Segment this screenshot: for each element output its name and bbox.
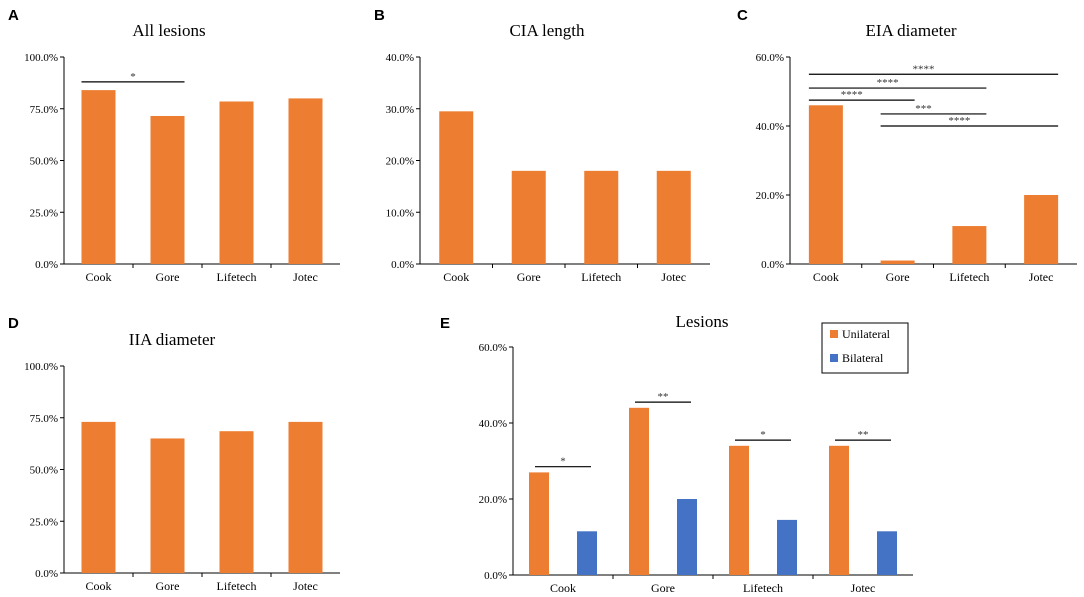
x-tick-label-c-lifetech: Lifetech [949, 270, 989, 284]
x-tick-label-e-jotec: Jotec [851, 581, 876, 595]
x-tick-label-c-cook: Cook [813, 270, 839, 284]
panel-c: C EIA diameter 0.0% 20.0% 40.0% 60.0% Cook Gore… [737, 7, 1077, 284]
legend-swatch-unilateral [830, 330, 838, 338]
x-tick-label-c-jotec: Jotec [1029, 270, 1054, 284]
y-tick-label-e: 0.0% [484, 570, 507, 582]
x-tick-label-d-lifetech: Lifetech [217, 579, 257, 593]
chart-title-b: CIA length [509, 21, 585, 40]
bar-c-gore [880, 260, 915, 264]
legend-label-unilateral: Unilateral [842, 327, 891, 341]
y-tick-label-d: 25.0% [30, 516, 58, 528]
legend-label-bilateral: Bilateral [842, 351, 884, 365]
x-tick-label-a-gore: Gore [156, 270, 180, 284]
bar-e-unilateral-jotec [829, 445, 849, 575]
significance-label-c: **** [841, 89, 863, 101]
panel-letter-d: D [8, 315, 19, 332]
x-tick-label-b-gore: Gore [517, 270, 541, 284]
y-tick-label-e: 20.0% [479, 494, 507, 506]
panel-letter-a: A [8, 7, 19, 24]
legend-swatch-bilateral [830, 354, 838, 362]
bar-d-cook [81, 421, 116, 573]
y-tick-label-d: 75.0% [30, 413, 58, 425]
panel-letter-c: C [737, 7, 748, 24]
bar-a-cook [81, 90, 116, 265]
x-tick-label-d-jotec: Jotec [293, 579, 318, 593]
y-tick-label-c: 0.0% [761, 259, 784, 271]
panel-a: A All lesions 0.0% 25.0% 50.0% 75.0% 100.0% Coo… [8, 7, 340, 284]
bar-a-gore [150, 115, 185, 265]
y-tick-label-a: 0.0% [35, 259, 58, 271]
significance-label-c: *** [915, 103, 932, 115]
x-tick-label-d-gore: Gore [156, 579, 180, 593]
x-tick-label-a-jotec: Jotec [293, 270, 318, 284]
x-tick-label-e-lifetech: Lifetech [743, 581, 783, 595]
x-tick-label-d-cook: Cook [85, 579, 111, 593]
bar-d-gore [150, 438, 185, 573]
y-tick-label-b: 10.0% [386, 207, 414, 219]
bar-b-cook [439, 111, 474, 265]
bar-d-jotec [288, 421, 323, 573]
bar-c-lifetech [952, 226, 987, 264]
bar-e-bilateral-gore [677, 499, 697, 575]
y-tick-label-b: 0.0% [391, 259, 414, 271]
bar-e-unilateral-gore [629, 407, 649, 575]
panel-d: D IIA diameter 0.0% 25.0% 50.0% 75.0% 100.0% Co… [8, 315, 340, 593]
x-tick-label-c-gore: Gore [886, 270, 910, 284]
chart-title-d: IIA diameter [129, 330, 216, 349]
y-tick-label-d: 0.0% [35, 568, 58, 580]
significance-label-a: * [130, 71, 136, 83]
bar-a-lifetech [219, 101, 254, 264]
y-tick-label-a: 75.0% [30, 104, 58, 116]
bar-a-jotec [288, 98, 323, 265]
x-tick-label-b-lifetech: Lifetech [581, 270, 621, 284]
significance-label-e: * [560, 456, 566, 468]
y-tick-label-a: 25.0% [30, 207, 58, 219]
significance-label-e: * [760, 429, 766, 441]
y-tick-label-c: 20.0% [756, 190, 784, 202]
panel-b: B CIA length 0.0% 10.0% 20.0% 30.0% 40.0% Cook G… [374, 7, 710, 284]
x-tick-label-b-jotec: Jotec [661, 270, 686, 284]
panel-letter-b: B [374, 7, 385, 24]
y-tick-label-b: 30.0% [386, 104, 414, 116]
significance-label-c: **** [948, 115, 970, 127]
y-tick-label-e: 60.0% [479, 342, 507, 354]
chart-title-e: Lesions [676, 312, 729, 331]
significance-label-c: **** [877, 77, 899, 89]
panel-letter-e: E [440, 315, 450, 332]
x-tick-label-b-cook: Cook [443, 270, 469, 284]
bar-e-unilateral-lifetech [729, 445, 749, 575]
bar-e-bilateral-jotec [877, 531, 897, 575]
legend: Unilateral Bilateral [821, 322, 909, 374]
bar-c-jotec [1024, 195, 1059, 264]
panel-e: E Lesions 0.0% 20.0% 40.0% 60.0% Cook Gore Lifet… [440, 312, 913, 595]
bar-c-cook [808, 105, 843, 264]
x-tick-label-e-gore: Gore [651, 581, 675, 595]
y-tick-label-d: 100.0% [24, 361, 58, 373]
significance-label-e: ** [858, 429, 869, 441]
y-tick-label-b: 20.0% [386, 156, 414, 168]
chart-title-a: All lesions [132, 21, 205, 40]
y-tick-label-d: 50.0% [30, 465, 58, 477]
bar-b-lifetech [584, 170, 619, 264]
bar-b-jotec [656, 170, 691, 264]
bar-b-gore [511, 170, 546, 264]
y-tick-label-a: 50.0% [30, 156, 58, 168]
significance-label-c: **** [913, 63, 935, 75]
y-tick-label-a: 100.0% [24, 52, 58, 64]
bar-e-bilateral-lifetech [777, 519, 797, 575]
bar-e-unilateral-cook [529, 472, 549, 575]
x-tick-label-a-lifetech: Lifetech [217, 270, 257, 284]
bar-d-lifetech [219, 431, 254, 573]
y-tick-label-b: 40.0% [386, 52, 414, 64]
y-tick-label-c: 60.0% [756, 52, 784, 64]
y-tick-label-e: 40.0% [479, 418, 507, 430]
x-tick-label-a-cook: Cook [85, 270, 111, 284]
significance-label-e: ** [658, 391, 669, 403]
chart-title-c: EIA diameter [865, 21, 956, 40]
bar-e-bilateral-cook [577, 531, 597, 575]
x-tick-label-e-cook: Cook [550, 581, 576, 595]
y-tick-label-c: 40.0% [756, 121, 784, 133]
